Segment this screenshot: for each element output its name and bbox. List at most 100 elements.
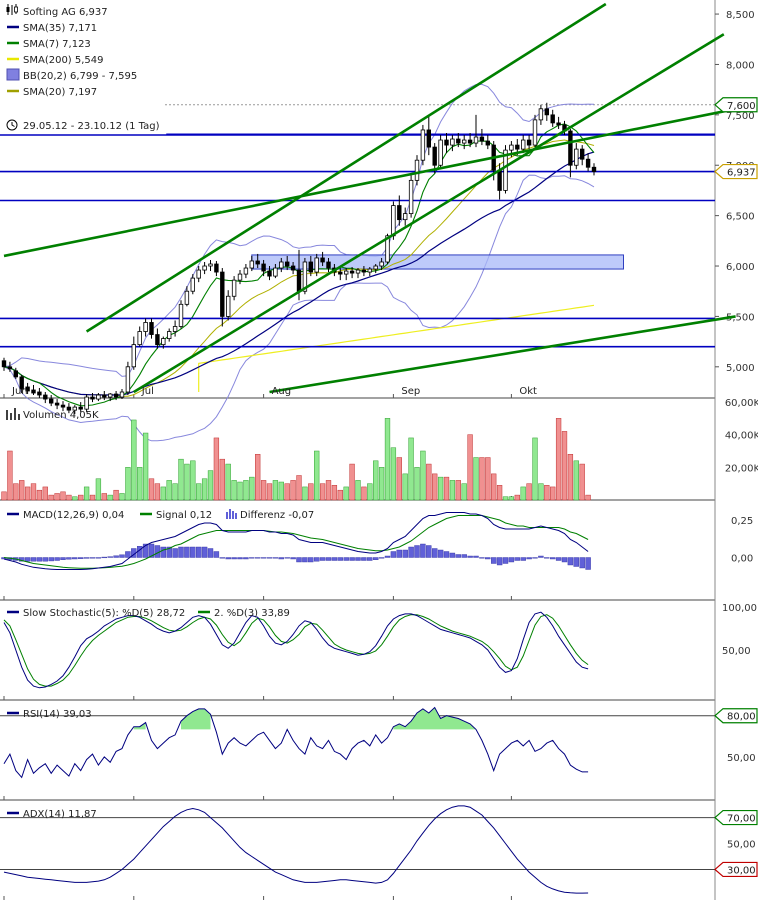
- volume-bar: [207, 470, 214, 501]
- volume-bar: [396, 457, 402, 501]
- period-label: 29.05.12 - 23.10.12 (1 Tag): [23, 121, 160, 132]
- volume-bar: [272, 480, 279, 501]
- candle-body: [556, 122, 561, 126]
- volume-bar: [60, 491, 66, 501]
- candle-body: [326, 261, 331, 269]
- candle-body: [538, 108, 544, 121]
- macd-tick-label: 0,25: [731, 516, 753, 527]
- volume-bar: [479, 457, 485, 501]
- price-flag-label: 6,937: [727, 168, 756, 179]
- candle-body: [426, 129, 431, 148]
- volume-bar: [555, 418, 562, 501]
- macd-histogram-bar: [125, 551, 131, 558]
- macd-histogram-bar: [190, 546, 196, 558]
- macd-histogram-bar: [231, 557, 237, 560]
- macd-histogram-bar: [77, 557, 84, 559]
- macd-histogram-bar: [426, 545, 432, 558]
- candle-body: [308, 261, 313, 273]
- volume-bar: [319, 483, 326, 501]
- macd-histogram-bar: [585, 557, 591, 570]
- macd-histogram-bar: [496, 557, 503, 566]
- volume-bar: [491, 473, 497, 501]
- x-axis-label: Jun: [11, 386, 28, 397]
- stochastic-d2-line: [3, 614, 589, 687]
- candle-body: [108, 393, 113, 398]
- macd-histogram-bar: [48, 557, 54, 562]
- candle-body: [225, 295, 231, 317]
- volume-bar: [367, 483, 373, 501]
- macd-histogram-bar: [178, 546, 184, 558]
- volume-bar: [95, 478, 102, 501]
- volume-bar: [408, 437, 414, 501]
- candle-body: [521, 139, 526, 150]
- volume-bar: [455, 480, 461, 501]
- adx-flag-label: 30,00: [727, 865, 756, 876]
- macd-histogram-bar: [201, 546, 208, 558]
- candle-body: [54, 402, 60, 406]
- macd-histogram-bar: [101, 556, 108, 559]
- candle-body: [456, 138, 461, 144]
- price-flag-label: 7,600: [727, 101, 756, 112]
- candle-body: [314, 257, 319, 273]
- candle-body: [444, 139, 449, 146]
- volume-bar: [7, 450, 13, 501]
- rsi-tick-label: 50,00: [727, 753, 756, 764]
- macd-histogram-bar: [455, 554, 461, 558]
- macd-histogram-bar: [207, 548, 214, 558]
- macd-histogram-bar: [302, 557, 308, 563]
- volume-bar: [237, 481, 243, 501]
- volume-bar: [24, 486, 31, 501]
- candle-body: [178, 303, 184, 327]
- price-panel: 8,5008,0007,5007,0006,5006,0005,5005,000…: [0, 2, 758, 442]
- volume-legend-label: Volumen 4,05K: [23, 410, 99, 421]
- volume-panel: 60,00K 40,00K 20,00K: [1, 398, 758, 501]
- candle-body: [479, 136, 485, 142]
- volume-bar: [573, 460, 579, 501]
- price-flag: [714, 97, 758, 113]
- volume-bar: [89, 494, 96, 501]
- rsi-panel: 50,00 80,00: [0, 706, 758, 779]
- macd-histogram-bar: [160, 546, 167, 558]
- macd-histogram-bar: [54, 557, 60, 561]
- candle-body: [279, 261, 284, 269]
- macd-histogram-bar: [278, 557, 284, 560]
- macd-histogram-bar: [361, 557, 367, 561]
- volume-bar: [166, 480, 172, 501]
- candle-body: [43, 394, 48, 400]
- panel-frames: [0, 0, 716, 900]
- candle-body: [243, 267, 249, 275]
- macd-histogram-bar: [60, 557, 66, 560]
- candle-body: [214, 263, 219, 273]
- candle-body: [90, 396, 95, 400]
- candle-body: [96, 394, 101, 400]
- rsi-flag: [714, 708, 758, 724]
- trend-line: [269, 315, 736, 394]
- candle-body: [208, 263, 213, 267]
- candle-body: [379, 261, 384, 267]
- macd-histogram-bar: [72, 557, 78, 560]
- candle-body: [155, 334, 160, 346]
- volume-bar: [184, 463, 190, 501]
- candle-body: [373, 265, 378, 270]
- macd-diff-legend-label: Differenz -0,07: [240, 510, 314, 521]
- candle-body: [273, 267, 278, 277]
- candle-body: [231, 279, 237, 297]
- volume-bar: [508, 496, 515, 501]
- candle-body: [37, 391, 42, 396]
- macd-histogram-bar: [520, 557, 526, 561]
- candle-body: [84, 396, 89, 410]
- macd-histogram-bar: [355, 557, 361, 561]
- volume-bar: [284, 483, 290, 501]
- macd-histogram-bar: [148, 543, 155, 558]
- macd-histogram-bar: [502, 557, 509, 564]
- volume-tick-label: 40,00K: [725, 431, 758, 442]
- volume-bar: [36, 489, 43, 501]
- candle-body: [196, 269, 201, 279]
- stochastic-d2-legend-label: 2. %D(3) 33,89: [214, 608, 290, 619]
- volume-bar: [231, 480, 237, 501]
- legend-label: SMA(200) 5,549: [23, 55, 104, 66]
- price-tick-label: 5,500: [726, 312, 755, 323]
- resistance-box: [251, 254, 625, 270]
- macd-histogram-bar: [555, 557, 562, 561]
- macd-histogram-bar: [449, 552, 456, 558]
